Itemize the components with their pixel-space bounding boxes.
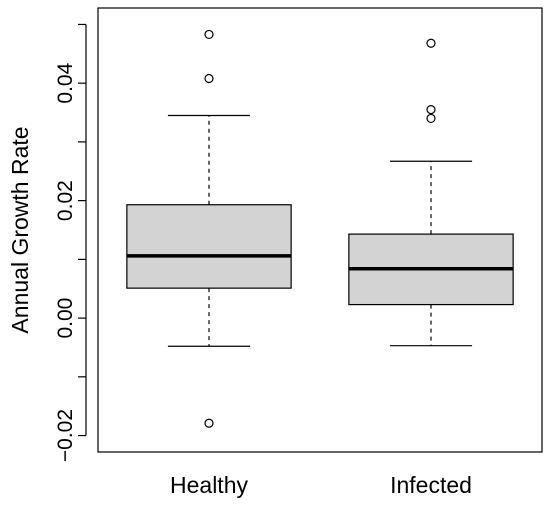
y-tick-label: −0.02 — [54, 409, 77, 462]
outlier-point — [426, 113, 436, 124]
outlier-point — [204, 418, 214, 428]
boxes — [126, 29, 514, 428]
plot-border — [97, 7, 543, 453]
y-tick-label: 0.02 — [54, 180, 77, 221]
plot-frame — [97, 7, 543, 453]
outlier-point — [204, 73, 214, 84]
y-axis-title: Annual Growth Rate — [7, 126, 33, 333]
outlier-point — [204, 29, 214, 40]
box-healthy — [126, 29, 292, 428]
y-tick-label: 0.04 — [54, 62, 77, 103]
x-axis-labels: Healthy Infected — [170, 472, 472, 498]
box-infected — [348, 38, 514, 347]
x-label-infected: Infected — [390, 472, 472, 498]
y-axis: −0.02 0.00 0.02 0.04 — [54, 23, 87, 462]
outlier-point — [426, 38, 436, 48]
y-tick-label: 0.00 — [54, 298, 77, 339]
x-label-healthy: Healthy — [170, 472, 248, 498]
iqr-box — [126, 204, 292, 289]
outlier-point — [426, 105, 436, 115]
